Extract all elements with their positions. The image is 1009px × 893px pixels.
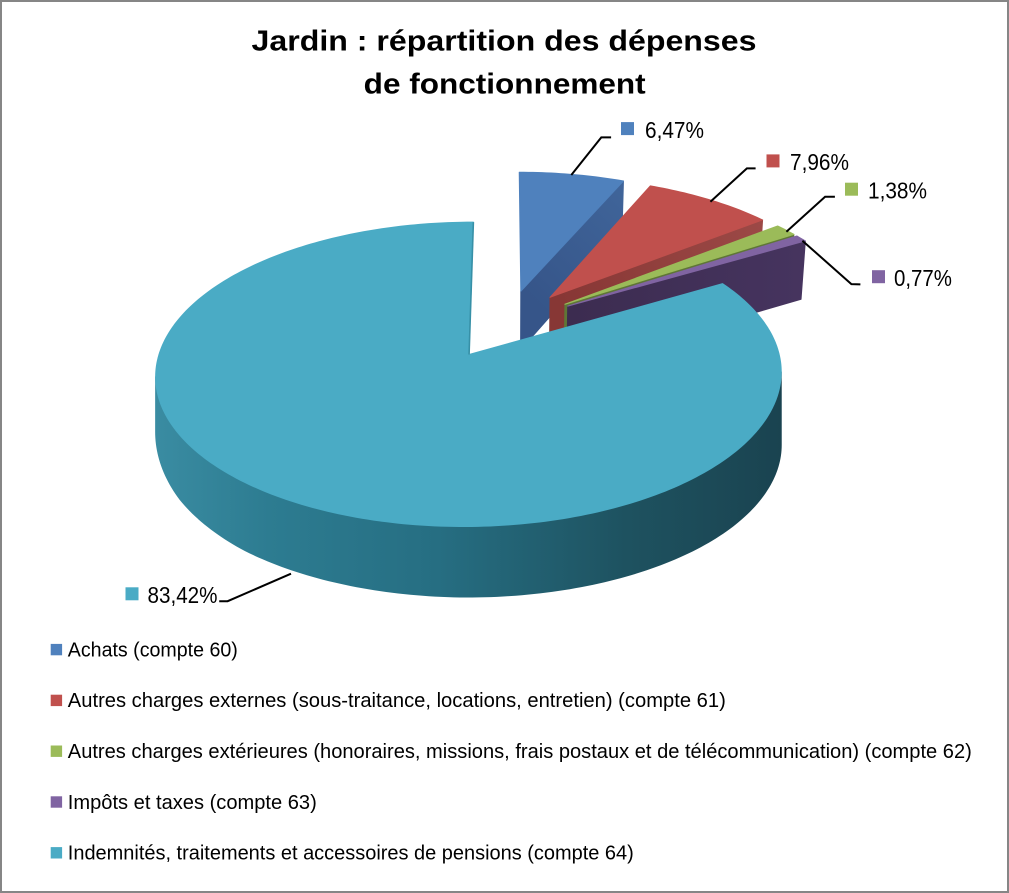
svg-text:6,47%: 6,47% bbox=[645, 117, 704, 143]
svg-text:Jardin : répartition des dépen: Jardin : répartition des dépenses bbox=[252, 26, 757, 58]
svg-text:Achats (compte 60): Achats (compte 60) bbox=[68, 639, 238, 661]
svg-text:83,42%: 83,42% bbox=[148, 582, 218, 608]
svg-text:0,77%: 0,77% bbox=[894, 265, 952, 291]
svg-text:Impôts et taxes (compte 63): Impôts et taxes (compte 63) bbox=[68, 792, 317, 814]
svg-text:Autres charges externes (sous-: Autres charges externes (sous-traitance,… bbox=[68, 690, 726, 712]
svg-text:de fonctionnement: de fonctionnement bbox=[364, 69, 646, 101]
svg-text:7,96%: 7,96% bbox=[790, 149, 849, 175]
svg-text:Autres charges extérieures (ho: Autres charges extérieures (honoraires, … bbox=[68, 741, 972, 763]
svg-text:Indemnités, traitements et acc: Indemnités, traitements et accessoires d… bbox=[68, 843, 634, 865]
svg-text:1,38%: 1,38% bbox=[868, 178, 927, 204]
